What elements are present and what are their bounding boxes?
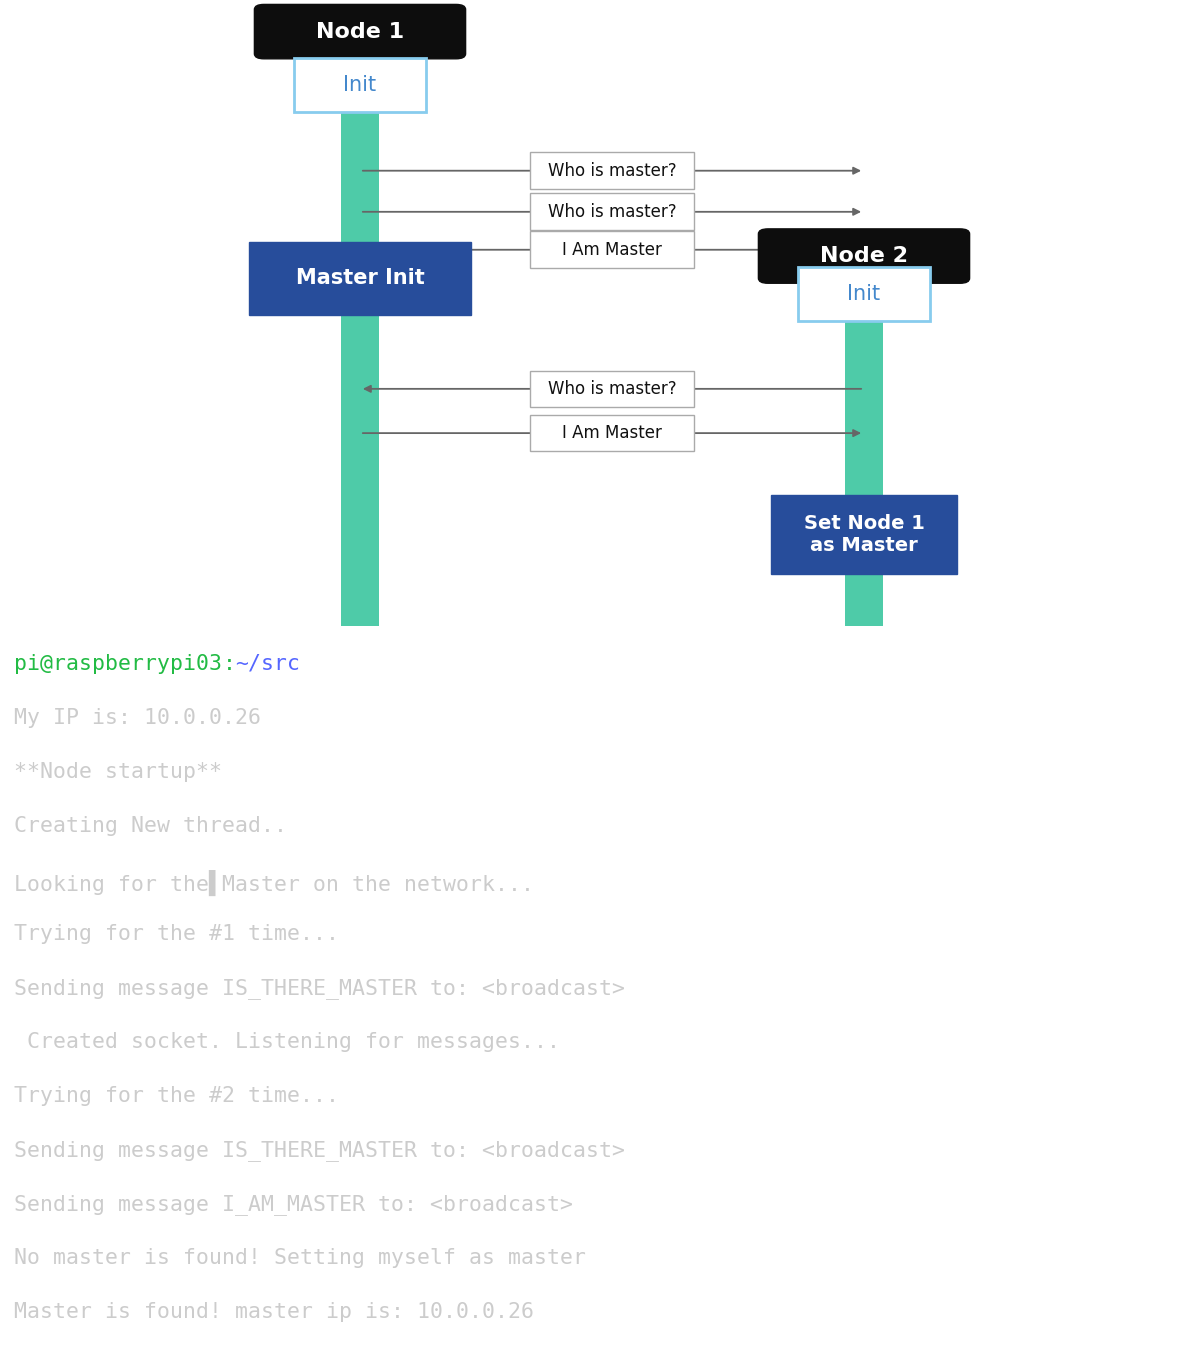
FancyBboxPatch shape [530,415,694,451]
Text: Who is master?: Who is master? [547,203,677,220]
FancyBboxPatch shape [530,153,694,189]
Text: No master is found! Setting myself as master: No master is found! Setting myself as ma… [14,1248,587,1269]
Bar [341,111,379,626]
Text: I Am Master: I Am Master [562,240,662,259]
Text: Creating New thread..: Creating New thread.. [14,816,288,836]
Text: I Am Master: I Am Master [562,424,662,442]
Text: Sending message IS_THERE_MASTER to: <broadcast>: Sending message IS_THERE_MASTER to: <bro… [14,978,625,998]
FancyBboxPatch shape [798,267,930,322]
Text: My IP is: 10.0.0.26: My IP is: 10.0.0.26 [14,708,262,728]
Text: Node 1: Node 1 [316,22,404,42]
FancyBboxPatch shape [530,231,694,267]
Text: python main.py: python main.py [340,654,522,674]
FancyBboxPatch shape [772,494,958,574]
Text: Init: Init [847,284,881,304]
Text: **Node startup**: **Node startup** [14,762,222,782]
Text: Trying for the #2 time...: Trying for the #2 time... [14,1086,340,1106]
Text: $: $ [300,654,340,674]
Text: Created socket. Listening for messages...: Created socket. Listening for messages..… [14,1032,560,1052]
Text: :: : [222,654,235,674]
Text: Sending message I_AM_MASTER to: <broadcast>: Sending message I_AM_MASTER to: <broadca… [14,1194,574,1215]
FancyBboxPatch shape [530,370,694,407]
Text: Sending message IS_THERE_MASTER to: <broadcast>: Sending message IS_THERE_MASTER to: <bro… [14,1140,625,1161]
Text: Master Init: Master Init [295,269,425,288]
Text: Who is master?: Who is master? [547,162,677,180]
Bar [845,319,883,626]
Text: pi@raspberrypi03: pi@raspberrypi03 [14,654,222,674]
FancyBboxPatch shape [250,242,470,315]
Text: Node 2: Node 2 [820,246,908,266]
FancyBboxPatch shape [758,228,970,284]
Text: Master is found! master ip is: 10.0.0.26: Master is found! master ip is: 10.0.0.26 [14,1302,534,1323]
Text: Trying for the #1 time...: Trying for the #1 time... [14,924,340,944]
FancyBboxPatch shape [294,58,426,112]
Text: Set Node 1
as Master: Set Node 1 as Master [804,513,924,555]
FancyBboxPatch shape [254,4,466,59]
Text: Who is master?: Who is master? [547,380,677,397]
Text: Init: Init [343,76,377,96]
Text: Looking for the▌Master on the network...: Looking for the▌Master on the network... [14,870,534,896]
Text: ~/src: ~/src [235,654,300,674]
FancyBboxPatch shape [530,193,694,230]
